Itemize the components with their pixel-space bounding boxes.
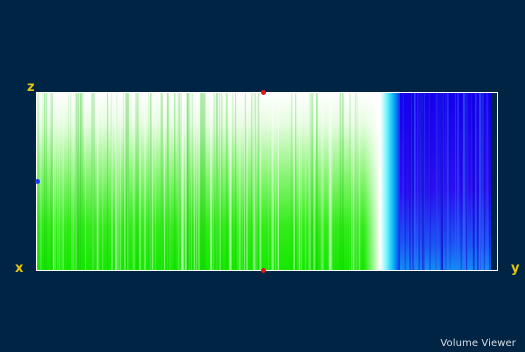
y-axis-label: y xyxy=(511,261,520,276)
volume-slice-image[interactable] xyxy=(36,92,491,271)
x-axis-label: x xyxy=(15,261,24,276)
viewer-title: Volume Viewer xyxy=(440,338,516,349)
slice-marker-bottom[interactable] xyxy=(261,268,266,273)
slice-marker-top[interactable] xyxy=(261,90,266,95)
plane-marker-left[interactable] xyxy=(35,179,40,184)
z-axis-label: z xyxy=(27,80,35,95)
